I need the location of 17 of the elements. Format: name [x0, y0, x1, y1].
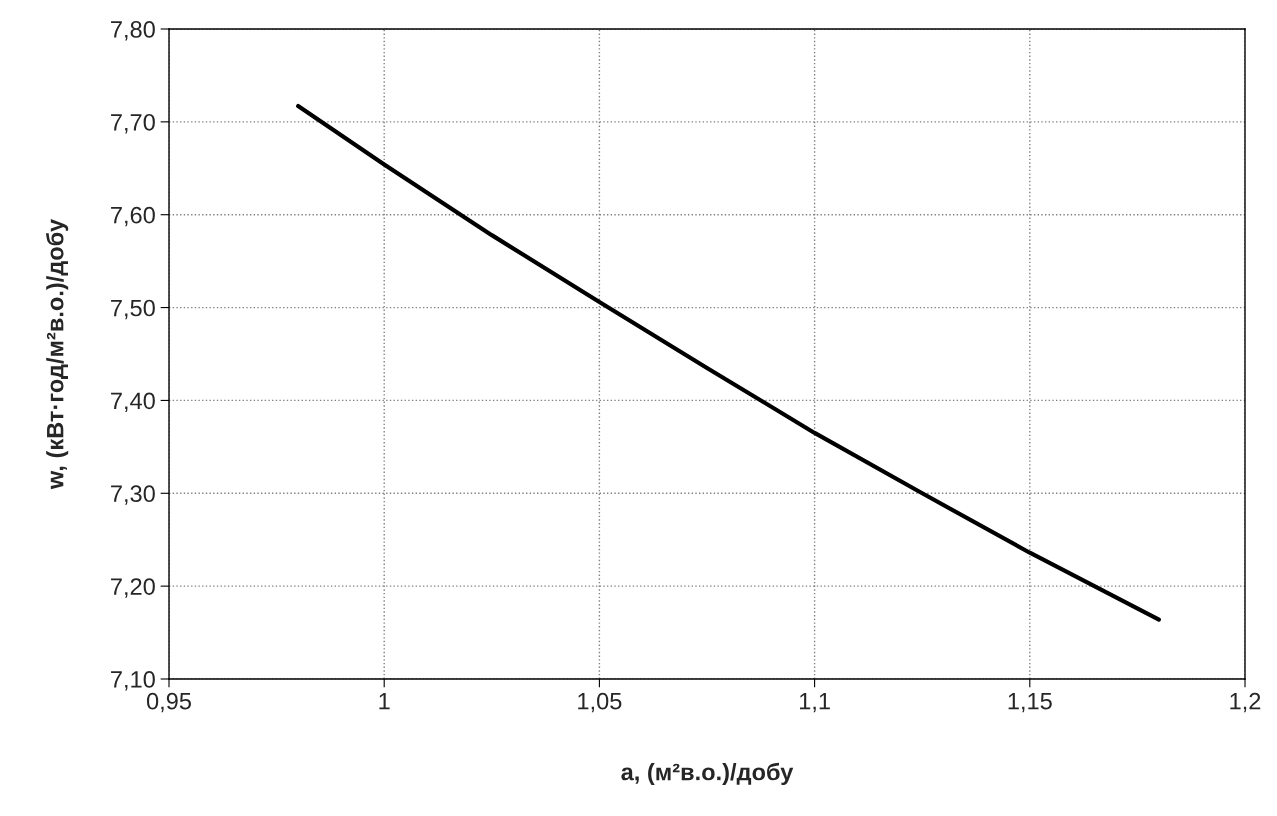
x-tick-label: 1,15: [1008, 693, 1052, 713]
y-tick-label: 7,80: [111, 21, 155, 41]
x-tick-label: 1,2: [1230, 692, 1261, 713]
x-tick-label: 0,95: [146, 692, 191, 713]
x-tick-label: 1,05: [578, 692, 622, 713]
x-tick-label: 1,1: [799, 693, 830, 713]
y-tick-label: 7,70: [111, 113, 155, 134]
y-axis-title: w, (кВт·год/м²в.о.)/добу: [45, 219, 69, 490]
y-tick-label: 7,50: [111, 299, 155, 320]
line-series: [296, 103, 1162, 622]
y-tick-label: 7,40: [111, 392, 155, 413]
y-tick-label: 7,60: [111, 206, 155, 227]
y-tick-label: 7,30: [111, 485, 155, 505]
x-axis-title: a, (м²в.о.)/добу: [621, 762, 794, 786]
y-tick-label: 7,10: [111, 671, 155, 691]
y-tick-label: 7,20: [111, 578, 155, 598]
x-tick-label: 1: [379, 693, 390, 710]
